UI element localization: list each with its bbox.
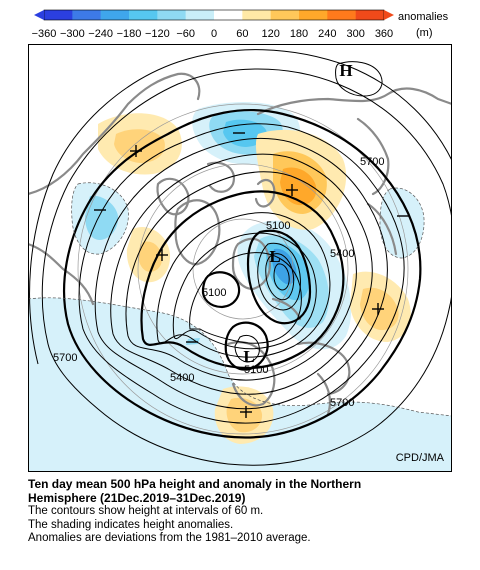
contour-low-2 xyxy=(265,253,295,301)
colorbar-unit-sub: (m) xyxy=(416,27,433,39)
plus-marker-west xyxy=(156,249,168,261)
latitude-circles xyxy=(77,103,409,435)
low-marker-south: L xyxy=(243,347,254,366)
plus-marker-north xyxy=(130,145,142,157)
anomaly-south-orange-core xyxy=(226,397,263,433)
anomaly-north-orange-core xyxy=(114,129,165,163)
colorbar-tick-label: 240 xyxy=(318,28,336,40)
colorbar-tick-label: −180 xyxy=(117,28,142,40)
map-frame xyxy=(28,44,452,472)
figure-caption: Ten day mean 500 hPa height and anomaly … xyxy=(28,477,468,546)
anomaly-dashed-contours xyxy=(28,182,452,417)
colorbar-right-arrow xyxy=(384,10,394,20)
contour-5100-w xyxy=(201,271,241,309)
anomaly-east-blue xyxy=(380,188,425,258)
caption-line-2: The shading indicates height anomalies. xyxy=(28,518,234,531)
plus-marker-east xyxy=(372,303,384,315)
contour-1 xyxy=(78,123,405,424)
caption-title-2: Hemisphere (21Dec.2019–31Dec.2019) xyxy=(28,490,246,505)
colorbar-tick-label: −240 xyxy=(88,28,113,40)
contour-2 xyxy=(94,137,388,410)
negative-anomaly-shading xyxy=(28,102,452,472)
coast-pacific xyxy=(366,202,398,256)
coast-hudson xyxy=(156,177,190,216)
colorbar-swatches xyxy=(43,9,385,21)
colorbar-swatch xyxy=(44,10,73,20)
colorbar-tick-label: −60 xyxy=(176,28,195,40)
coast-scandinavia xyxy=(254,178,276,208)
contour-4 xyxy=(125,171,357,381)
colorbar-tick-label: 300 xyxy=(346,28,364,40)
contour-label-5400-s: 5400 xyxy=(170,372,194,384)
contour-label-5700-ne: 5700 xyxy=(360,156,384,168)
anomaly-west-orange-core xyxy=(138,241,162,272)
coast-arctic-islands xyxy=(206,161,236,193)
contour-outer-ring xyxy=(41,68,452,466)
caption-line-3: Anomalies are deviations from the 1981–2… xyxy=(28,532,311,544)
coast-asia-south xyxy=(296,341,351,396)
colorbar-tick-label: 180 xyxy=(290,28,308,40)
height-contours xyxy=(29,49,452,466)
contour-label-5100-w: 5100 xyxy=(202,287,226,299)
caption-line-1: The contours show height at intervals of… xyxy=(28,505,264,517)
source-credit: CPD/JMA xyxy=(395,452,444,464)
height-anomaly-map: H L L 5700 5100 5400 5100 5700 5400 5100… xyxy=(28,44,452,472)
high-marker: H xyxy=(339,61,352,80)
colorbar-tick-label: −120 xyxy=(145,28,170,40)
colorbar-tick-label: 60 xyxy=(236,28,248,40)
colorbar-swatch xyxy=(157,10,186,20)
colorbar-swatch xyxy=(299,10,328,20)
coast-europe xyxy=(231,237,271,291)
coast-africa xyxy=(226,341,276,407)
colorbar-tick-label: −300 xyxy=(60,28,85,40)
contour-low-3 xyxy=(273,263,290,291)
colorbar-tick-label: 0 xyxy=(211,28,217,40)
colorbar-swatch xyxy=(327,10,356,20)
colorbar-tick-label: 120 xyxy=(261,28,279,40)
colorbar-tick-label: 360 xyxy=(375,28,393,40)
contour-7 xyxy=(172,232,317,350)
contour-label-5100-s: 5100 xyxy=(244,364,268,376)
contour-3 xyxy=(110,153,373,395)
plus-marker-ne xyxy=(286,184,298,196)
low-marker-center: L xyxy=(269,247,280,266)
coast-sw-na xyxy=(28,242,95,306)
colorbar-swatch xyxy=(270,10,300,20)
contour-low-s xyxy=(234,334,260,363)
coast-siberia xyxy=(256,87,452,116)
colorbar-swatch xyxy=(185,10,215,20)
coast-north-america xyxy=(28,72,201,196)
colorbar-tick-label: −360 xyxy=(32,28,57,40)
colorbar-left-arrow xyxy=(34,10,44,20)
colorbar-swatch xyxy=(72,10,101,20)
contour-label-5100-n: 5100 xyxy=(266,220,290,232)
contour-outer-ring-2 xyxy=(29,49,452,365)
anomaly-colorbar: −360 −300 −240 −180 −120 −60 0 60 120 180 240 300 36… xyxy=(0,0,480,44)
coast-asia-east xyxy=(356,117,390,196)
colorbar-ticks: −360 −300 −240 −180 −120 −60 0 60 120 180 240 300 36… xyxy=(32,28,394,40)
contour-5700-outer xyxy=(62,108,422,439)
colorbar-swatch xyxy=(100,10,130,20)
colorbar-swatch xyxy=(129,10,158,20)
colorbar-unit-label: anomalies xyxy=(398,11,449,23)
contour-label-5700-se: 5700 xyxy=(330,397,354,409)
colorbar-swatch xyxy=(242,10,271,20)
contour-5400 xyxy=(140,190,345,370)
caption-title-1: Ten day mean 500 hPa height and anomaly … xyxy=(28,477,362,491)
colorbar-swatch xyxy=(355,10,385,20)
contour-5100-n xyxy=(246,229,312,325)
contour-label-5400-e: 5400 xyxy=(330,248,354,260)
plus-marker-south xyxy=(240,406,252,418)
colorbar-swatch xyxy=(214,10,243,20)
contour-5100-s xyxy=(224,321,269,371)
coastlines xyxy=(28,72,452,416)
contour-label-5700-w: 5700 xyxy=(53,352,77,364)
anomaly-south-atlantic-blue xyxy=(28,297,452,472)
contour-low-1 xyxy=(257,242,301,311)
anomaly-markers xyxy=(94,132,409,418)
